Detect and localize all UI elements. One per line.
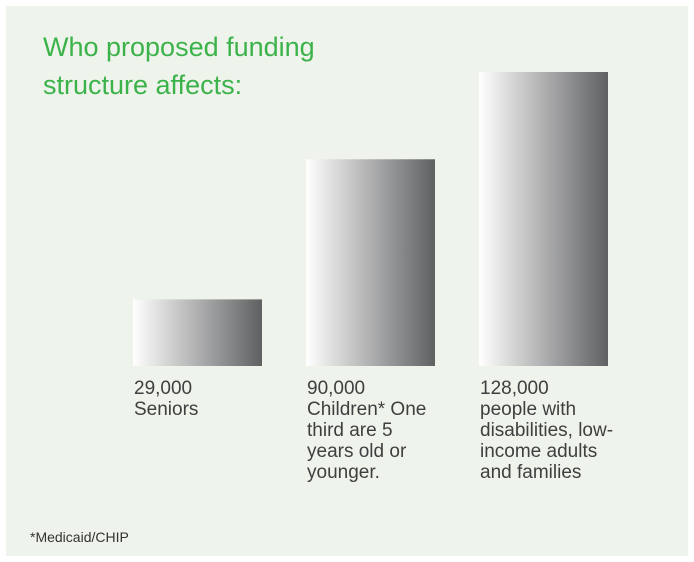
bar-value-label: 128,000 (480, 378, 549, 399)
bar-category-label: Seniors (134, 399, 199, 420)
bar-category-label: people with disabilities, low-income adu… (480, 399, 614, 483)
bar-disabilities (479, 72, 608, 366)
bars-group (133, 72, 608, 366)
bar-seniors (133, 299, 262, 366)
bar-label-seniors: 29,000 Seniors (134, 378, 254, 420)
footnote: *Medicaid/CHIP (30, 529, 129, 545)
bar-value-label: 29,000 (134, 378, 193, 399)
bar-chart (133, 72, 608, 366)
bar-label-disabilities: 128,000 people with disabilities, low-in… (480, 378, 620, 483)
bar-children (306, 159, 435, 366)
chart-title: Who proposed funding structure affects: (43, 32, 315, 100)
chart-panel: Who proposed funding structure affects: … (6, 6, 688, 556)
bar-value-label: 90,000 (307, 378, 366, 399)
bar-category-label: Children* One third are 5 years old or y… (307, 399, 427, 483)
bar-label-children: 90,000 Children* One third are 5 years o… (307, 378, 429, 483)
